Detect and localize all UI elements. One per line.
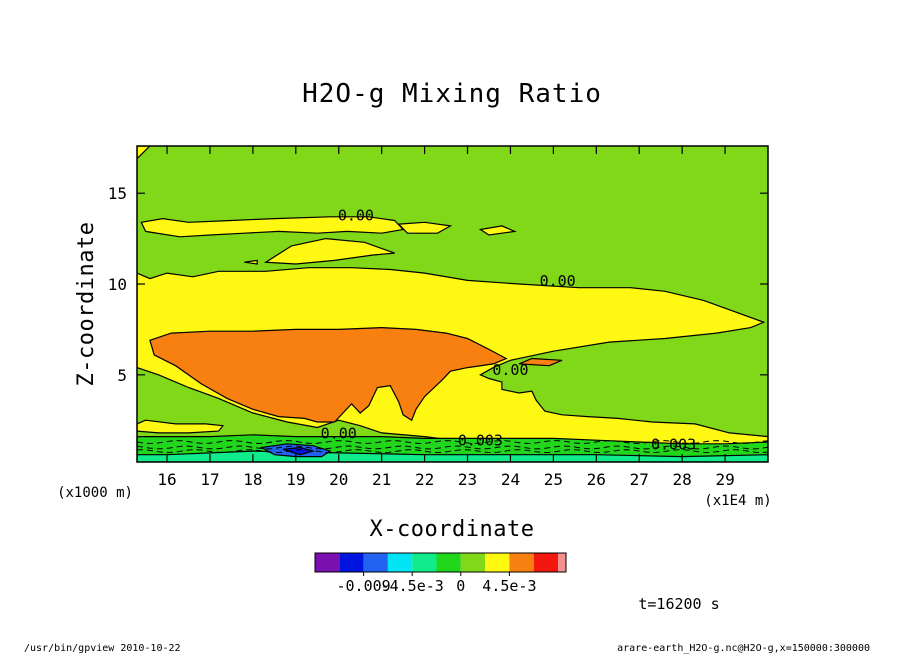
contour-label: 0.00: [540, 272, 576, 290]
colorbar-swatch: [339, 553, 364, 572]
y-axis-ticks: 5 10 15: [108, 184, 768, 385]
contour-region-band-far-patch: [478, 225, 517, 236]
negative-contour-line: [137, 445, 768, 450]
colorbar-swatch: [558, 553, 566, 572]
plot-area: [137, 146, 768, 462]
x-tick-label: 27: [630, 470, 649, 489]
colorbar-tick-label: -4.5e-3: [381, 577, 444, 595]
y-unit-label: (x1000 m): [57, 485, 133, 501]
contour-region-upper-band: [140, 216, 405, 238]
contour-region-band-right-patch: [397, 221, 453, 234]
y-tick-label: 5: [117, 366, 127, 385]
colorbar-frame: [314, 552, 567, 573]
footer-right: arare-earth_H2O-g.nc@H2O-g,x=150000:3000…: [617, 643, 870, 654]
x-tick-label: 22: [415, 470, 434, 489]
colorbar-swatch: [509, 553, 534, 572]
y-tick-label: 15: [108, 184, 127, 203]
footer-left: /usr/bin/gpview 2010-10-22: [24, 643, 181, 654]
x-tick-label: 21: [372, 470, 391, 489]
x-tick-label: 19: [286, 470, 305, 489]
colorbar-swatch: [363, 553, 388, 572]
x-tick-label: 29: [715, 470, 734, 489]
colorbar-swatch: [387, 553, 413, 572]
time-label: t=16200 s: [638, 595, 719, 613]
contour-region-small-cloud: [263, 237, 395, 265]
chart-title: H2O-g Mixing Ratio: [302, 79, 602, 109]
x-axis-label: X-coordinate: [370, 517, 535, 542]
contour-region-top-left-patch: [137, 146, 151, 160]
x-unit-label: (x1E4 m): [704, 493, 771, 509]
contour-region-dry-spot: [518, 357, 563, 367]
colorbar-swatch: [485, 553, 510, 572]
colorbar: -0.009-4.5e-3 0 4.5e-3: [314, 552, 567, 595]
x-tick-label: 16: [157, 470, 176, 489]
x-axis-ticks: 16 17 18 19 20 21 22 23 24 25 26 27 28 29: [157, 146, 735, 489]
negative-contour-line: [137, 440, 768, 445]
contour-region-dry-core: [149, 326, 508, 423]
x-tick-label: 23: [458, 470, 477, 489]
x-tick-label: 20: [329, 470, 348, 489]
colorbar-tick-label: 0: [456, 577, 465, 595]
x-tick-label: 25: [544, 470, 563, 489]
colorbar-swatch: [315, 553, 340, 572]
contour-label: 0.003: [458, 432, 503, 450]
contour-label: 0.00: [338, 206, 374, 224]
contour-label: 0.00: [321, 424, 357, 442]
contour-region-lower-left-patch: [137, 419, 225, 434]
colorbar-swatch: [436, 553, 461, 572]
negative-contour-line: [137, 449, 768, 454]
contour-label: 0.00: [492, 361, 528, 379]
colorbar-tick-label: -0.009: [337, 577, 391, 595]
x-tick-label: 17: [200, 470, 219, 489]
y-axis-label: Z-coordinate: [74, 222, 99, 387]
colorbar-swatch: [412, 553, 437, 572]
colorbar-swatch: [533, 553, 558, 572]
x-tick-label: 26: [587, 470, 606, 489]
y-tick-label: 10: [108, 275, 127, 294]
contour-label-group: 0.00 0.00 0.00 0.00 0.003 0.003: [321, 206, 696, 453]
contour-region-tiny-patch: [244, 259, 258, 265]
x-tick-label: 28: [673, 470, 692, 489]
x-tick-label: 18: [243, 470, 262, 489]
contour-label: 0.003: [651, 435, 696, 453]
x-tick-label: 24: [501, 470, 520, 489]
plot-frame: [136, 145, 769, 463]
contour-region-deep-blue-pocket: [282, 446, 316, 456]
colorbar-tick-label: 4.5e-3: [482, 577, 536, 595]
colorbar-swatch: [460, 553, 486, 572]
